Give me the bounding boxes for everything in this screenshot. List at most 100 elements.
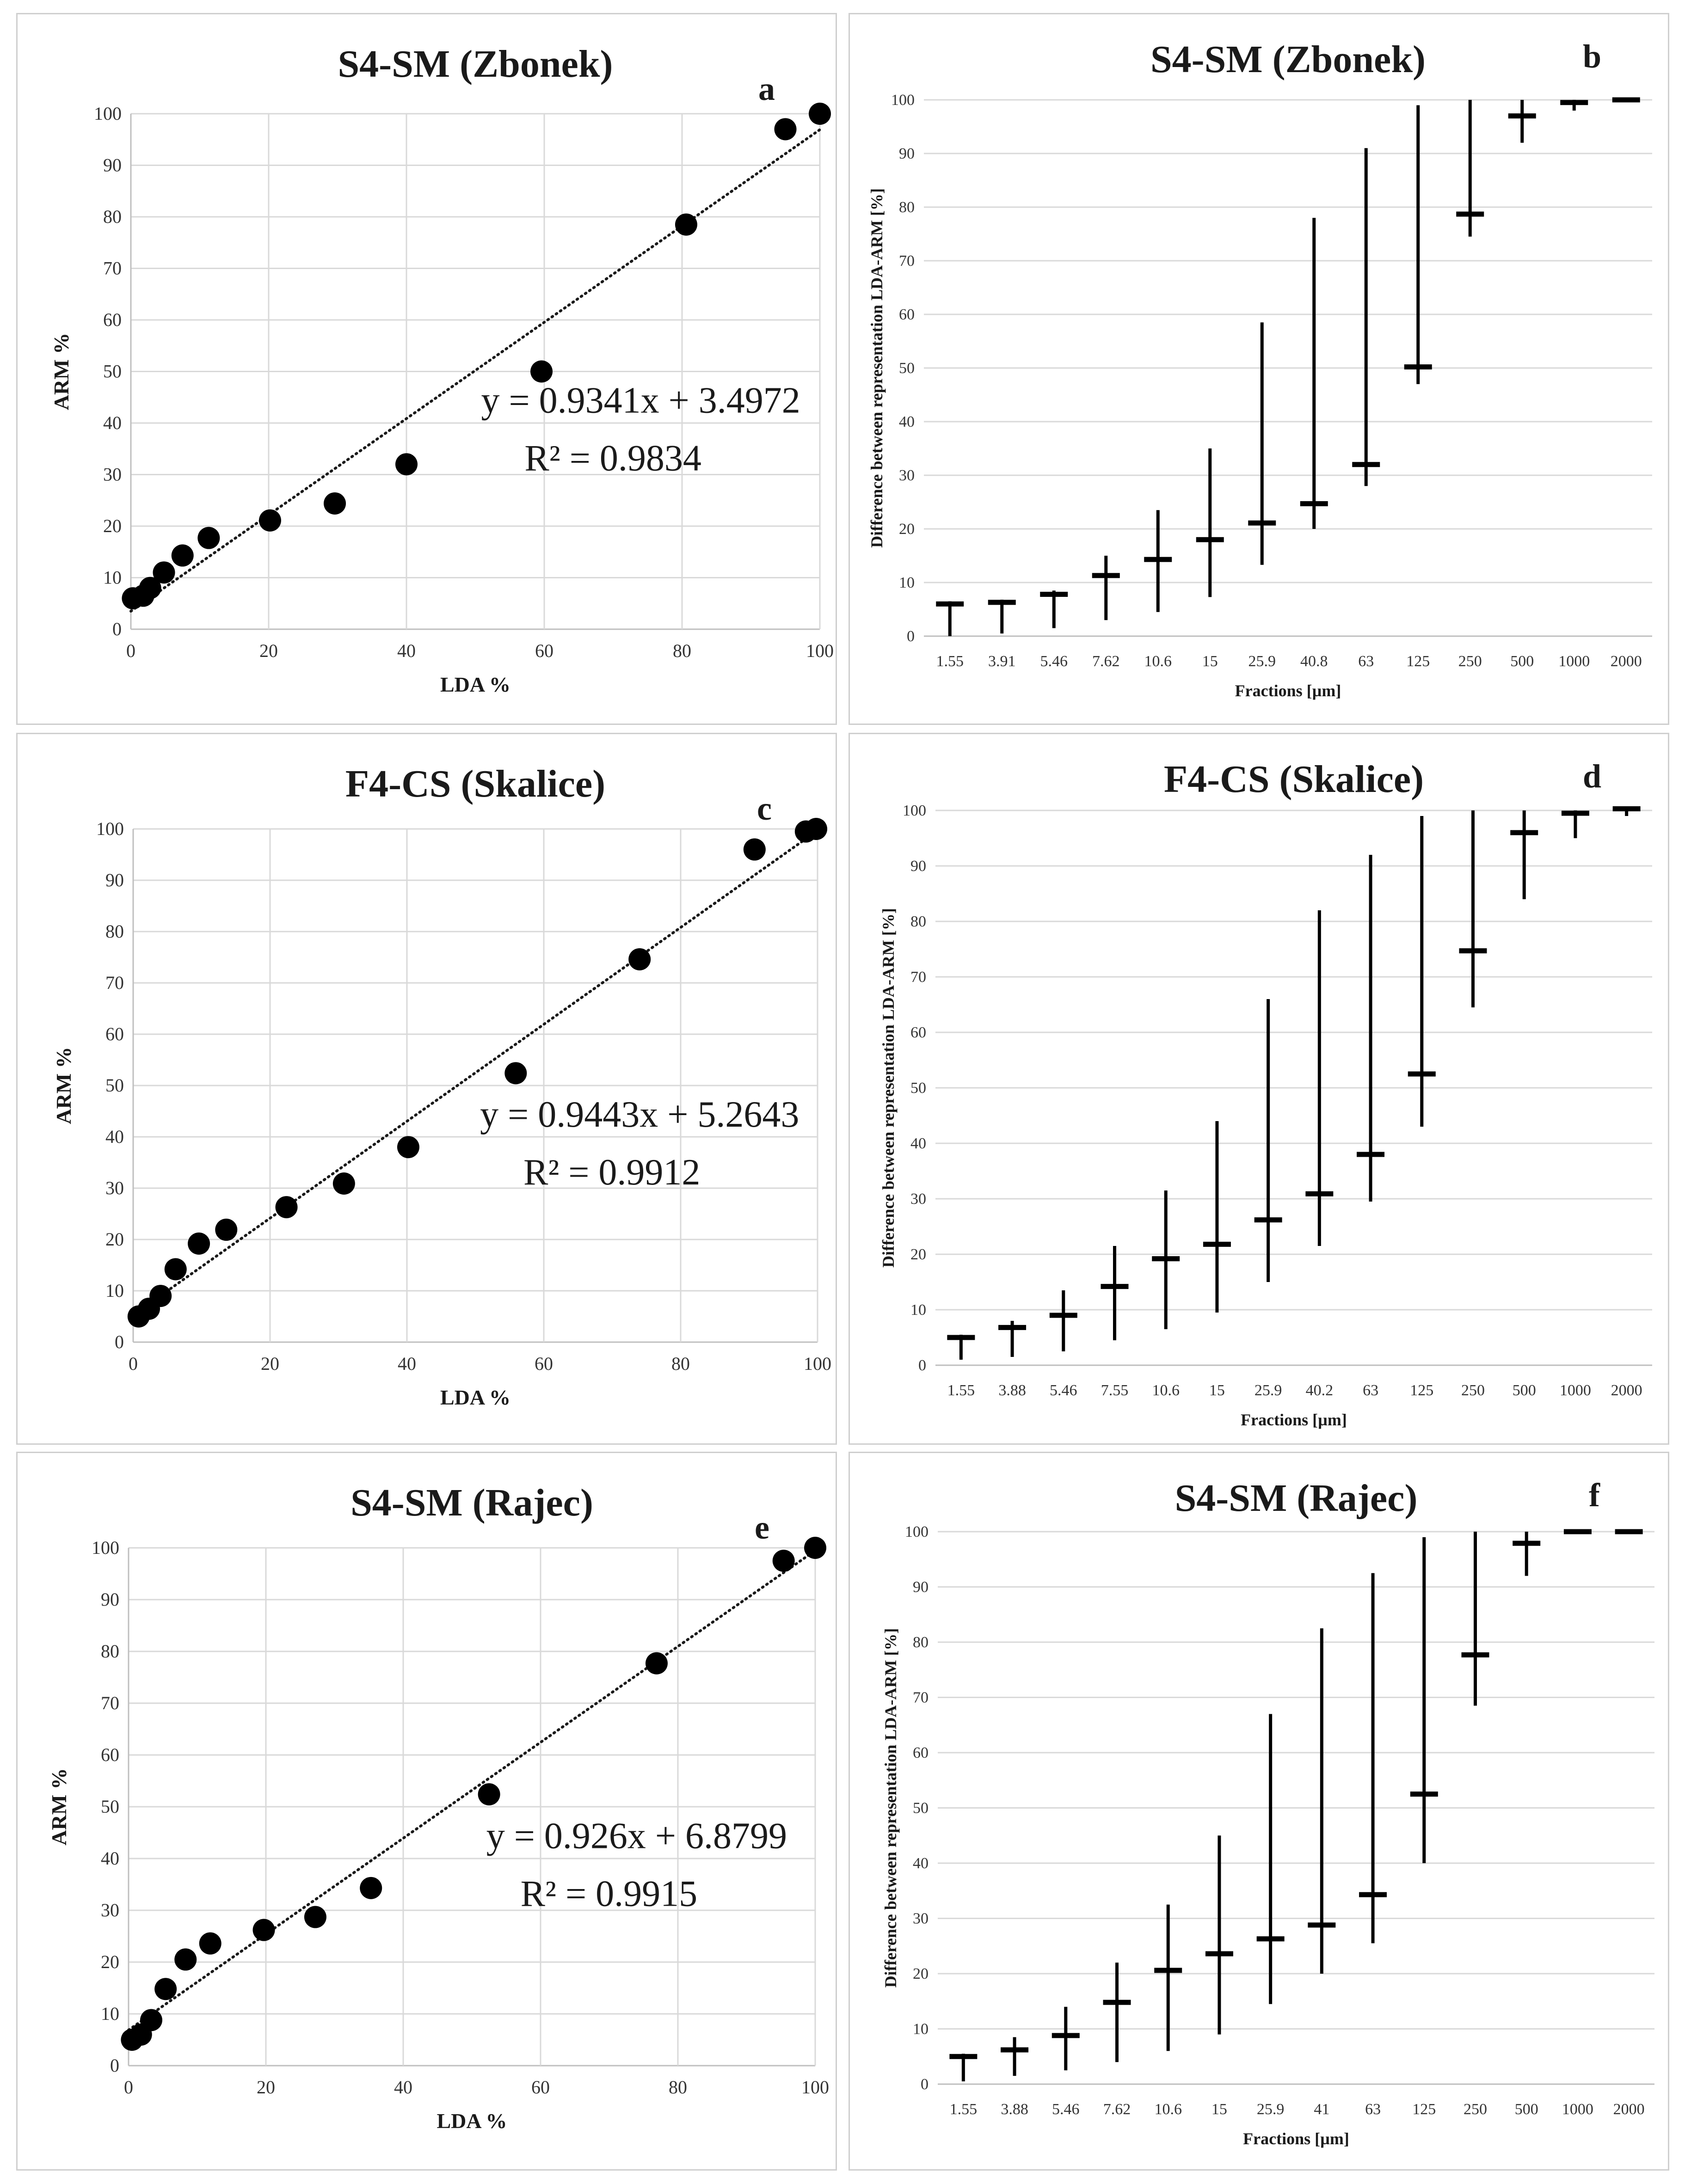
data-point: [215, 1218, 238, 1241]
data-point: [324, 492, 346, 515]
x-tick-label: 20: [259, 640, 278, 661]
x-tick-label: 10.6: [1144, 653, 1172, 670]
scatter-chart-e: S4-SM (Rajec) e 0 10 20 30 40 50 60 70 80 90 100 0 20 4…: [47, 1481, 829, 2133]
x-tick-label: 250: [1458, 653, 1482, 670]
y-tick-label: 100: [92, 1537, 119, 1558]
y-tick-label: 40: [103, 412, 122, 433]
trendline: [129, 128, 821, 613]
data-point: [140, 2009, 163, 2031]
x-tick-label: 60: [531, 2077, 550, 2098]
chart-panel-d: F4-CS (Skalice) d 0 10 20 30 40 50 60 70 80 90 100 1.…: [849, 733, 1669, 1445]
x-tick-label: 1000: [1562, 2101, 1593, 2118]
data-point: [139, 577, 161, 599]
x-tick-label: 250: [1464, 2101, 1487, 2118]
y-tick-label: 30: [101, 1900, 119, 1920]
y-tick-label: 70: [101, 1693, 119, 1713]
x-tick-label: 80: [673, 640, 691, 661]
x-tick-label: 3.88: [1001, 2101, 1028, 2118]
x-tick-label: 2000: [1611, 653, 1642, 670]
y-tick-label: 70: [103, 258, 122, 279]
chart-panel-f: S4-SM (Rajec) f 0 10 20 30 40 50 60 70 80 90 100 1.55…: [849, 1452, 1669, 2171]
x-axis-label: Fractions [µm]: [1243, 2129, 1349, 2148]
chart-panel-b: S4-SM (Zbonek) b 0 10 20 30 40 50 60 70 80 90 100 1.5…: [849, 13, 1669, 725]
trendline: [132, 829, 819, 1317]
data-point: [164, 1258, 187, 1281]
y-tick-label: 80: [101, 1641, 119, 1662]
data-point: [304, 1906, 326, 1928]
y-tick-label: 40: [910, 1135, 926, 1152]
r-squared-label: R² = 0.9912: [523, 1152, 700, 1193]
y-tick-label: 70: [910, 969, 926, 986]
chart-panel-c: F4-CS (Skalice) c 0 10 20 30 40 50 60 70 80 90 100 0 2…: [16, 733, 837, 1445]
x-tick-label: 2000: [1613, 2101, 1645, 2118]
y-tick-label: 90: [913, 1579, 929, 1596]
data-point: [504, 1062, 527, 1085]
y-axis-label: Difference between representation LDA-AR…: [879, 908, 898, 1268]
y-tick-label: 20: [101, 1951, 119, 1972]
x-tick-label: 500: [1515, 2101, 1538, 2118]
y-tick-label: 50: [103, 361, 122, 382]
y-tick-label: 10: [103, 567, 122, 588]
y-tick-label: 10: [913, 2021, 929, 2038]
y-tick-label: 90: [899, 145, 915, 162]
x-tick-label: 250: [1461, 1382, 1485, 1399]
y-tick-label: 100: [891, 92, 915, 109]
y-tick-label: 80: [105, 921, 124, 942]
x-tick-label: 80: [669, 2077, 687, 2098]
x-tick-label: 80: [671, 1353, 690, 1374]
y-tick-label: 20: [105, 1229, 124, 1250]
x-tick-label: 100: [806, 640, 834, 661]
data-point: [153, 561, 175, 584]
y-tick-label: 80: [913, 1634, 929, 1651]
x-tick-label: 63: [1363, 1382, 1378, 1399]
y-tick-label: 40: [899, 413, 915, 430]
chart-title: S4-SM (Rajec): [1175, 1477, 1418, 1520]
stock-chart-d: F4-CS (Skalice) d 0 10 20 30 40 50 60 70 80 90 100 1.…: [879, 758, 1652, 1429]
y-tick-label: 40: [101, 1848, 119, 1869]
y-tick-label: 0: [921, 2076, 929, 2093]
data-point: [252, 1919, 275, 1941]
x-tick-label: 5.46: [1040, 653, 1068, 670]
x-tick-label: 15: [1202, 653, 1218, 670]
y-tick-label: 60: [899, 306, 915, 323]
y-tick-label: 100: [905, 1523, 929, 1540]
data-point: [174, 1948, 197, 1971]
x-tick-label: 3.91: [988, 653, 1016, 670]
x-tick-label: 125: [1410, 1382, 1433, 1399]
y-tick-label: 100: [903, 802, 926, 819]
x-tick-label: 10.6: [1154, 2101, 1182, 2118]
y-tick-label: 60: [913, 1744, 929, 1761]
x-tick-label: 1000: [1558, 653, 1590, 670]
y-tick-label: 30: [913, 1910, 929, 1927]
y-tick-label: 20: [913, 1965, 929, 1982]
trendline-equation: y = 0.9341x + 3.4972: [481, 380, 800, 421]
y-tick-label: 0: [112, 619, 122, 639]
x-tick-label: 0: [129, 1353, 138, 1374]
data-point: [188, 1232, 210, 1255]
trendline: [127, 1549, 817, 2031]
y-tick-label: 60: [101, 1744, 119, 1765]
x-axis-label: Fractions [µm]: [1235, 681, 1341, 700]
y-tick-label: 60: [103, 309, 122, 330]
x-tick-label: 1.55: [936, 653, 964, 670]
y-tick-label: 10: [899, 574, 915, 591]
data-point: [360, 1877, 382, 1899]
y-tick-label: 90: [105, 870, 124, 890]
y-tick-label: 20: [910, 1246, 926, 1263]
data-point: [804, 1537, 826, 1559]
x-tick-label: 40.2: [1306, 1382, 1334, 1399]
data-point: [530, 360, 553, 383]
stock-chart-b: S4-SM (Zbonek) b 0 10 20 30 40 50 60 70 80 90 100 1.5…: [867, 38, 1652, 700]
panel-letter: a: [758, 70, 775, 107]
trendline-equation: y = 0.9443x + 5.2643: [480, 1094, 799, 1135]
y-tick-label: 10: [910, 1301, 926, 1319]
x-axis-label: Fractions [µm]: [1241, 1411, 1347, 1429]
y-axis-label: Difference between representation LDA-AR…: [867, 188, 886, 548]
chart-panel-a: S4-SM (Zbonek) a 0 10 20 30 40 50 60 70 80 90 100 0 20…: [16, 13, 837, 725]
x-tick-label: 25.9: [1257, 2101, 1285, 2118]
y-axis-label: Difference between representation LDA-AR…: [881, 1628, 900, 1988]
data-point: [743, 838, 766, 861]
x-tick-label: 1.55: [947, 1382, 975, 1399]
y-tick-label: 70: [913, 1689, 929, 1706]
x-tick-label: 5.46: [1050, 1382, 1077, 1399]
